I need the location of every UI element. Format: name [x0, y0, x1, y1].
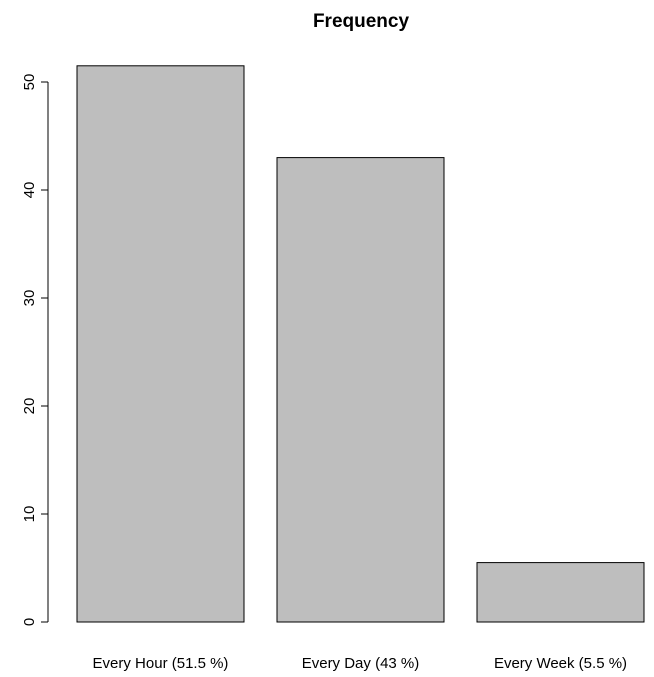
y-tick-label: 0: [21, 618, 38, 626]
y-axis: 0 10 20 30 40 50: [21, 74, 49, 626]
chart-title: Frequency: [313, 11, 410, 32]
y-tick-label: 30: [21, 290, 38, 307]
category-label: Every Day (43 %): [302, 655, 420, 672]
y-tick-label: 40: [21, 182, 38, 199]
bar-3: [476, 562, 645, 623]
category-label: Every Hour (51.5 %): [93, 655, 229, 672]
category-label: Every Week (5.5 %): [494, 655, 627, 672]
y-tick-label: 10: [21, 506, 38, 523]
bar-2: [276, 157, 445, 623]
y-tick-label: 20: [21, 398, 38, 415]
y-tick-label: 50: [21, 74, 38, 91]
bar-1: [76, 65, 245, 623]
bars-group: [76, 65, 645, 623]
x-axis-labels: Every Hour (51.5 %) Every Day (43 %) Every…: [93, 655, 628, 672]
